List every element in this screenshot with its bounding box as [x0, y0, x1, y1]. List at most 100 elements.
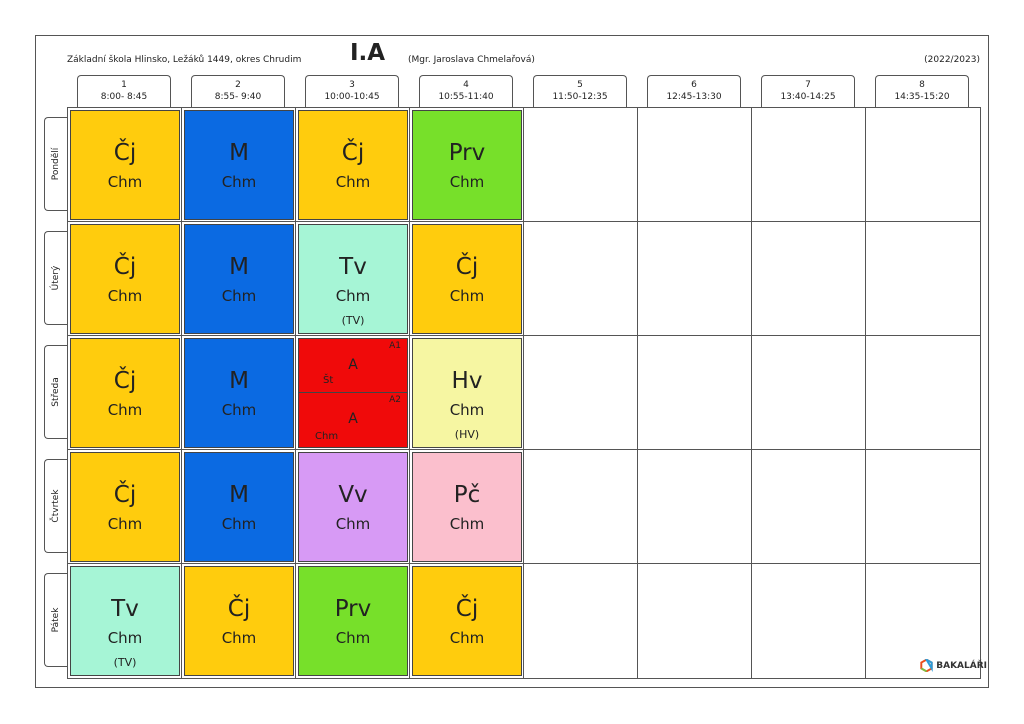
timetable-cell: [752, 450, 866, 564]
lesson-card[interactable]: Tv Chm (TV): [70, 566, 180, 676]
period-number: 7: [805, 80, 811, 90]
lesson-subject: Tv: [339, 254, 367, 280]
lesson-card[interactable]: Čj Chm: [184, 566, 294, 676]
bakalari-brand: BAKALÁŘI: [920, 659, 987, 672]
timetable-cell: [524, 222, 638, 336]
lesson-subject: Čj: [113, 254, 137, 280]
period-tab-5: 5 11:50-12:35: [533, 75, 627, 108]
timetable-cell: [410, 450, 524, 564]
period-tab-3: 3 10:00-10:45: [305, 75, 399, 108]
day-tab: Pondělí: [44, 117, 67, 211]
timetable-cell: [866, 108, 980, 222]
lesson-card[interactable]: Pč Chm: [412, 452, 522, 562]
timetable-cell: [410, 108, 524, 222]
day-label: Pondělí: [51, 147, 61, 181]
period-number: 6: [691, 80, 697, 90]
period-number: 1: [121, 80, 127, 90]
lesson-teacher: Št: [323, 375, 334, 386]
period-time: 10:55-11:40: [438, 92, 494, 102]
lesson-subject: Pč: [453, 482, 481, 508]
lesson-room: (TV): [113, 656, 137, 669]
lesson-subject: Čj: [341, 140, 365, 166]
timetable-cell: [410, 336, 524, 450]
timetable-cell: [638, 108, 752, 222]
lesson-card[interactable]: Čj Chm: [412, 566, 522, 676]
lesson-card[interactable]: Čj Chm: [70, 224, 180, 334]
lesson-card[interactable]: Hv Chm (HV): [412, 338, 522, 448]
lesson-subject: M: [229, 254, 249, 280]
lesson-card[interactable]: M Chm: [184, 110, 294, 220]
lesson-card[interactable]: Čj Chm: [298, 110, 408, 220]
lesson-card[interactable]: Tv Chm (TV): [298, 224, 408, 334]
period-time: 11:50-12:35: [552, 92, 608, 102]
class-name: I.A: [350, 40, 386, 66]
group-lesson[interactable]: A2 A Chm: [299, 393, 407, 447]
group-label: A2: [389, 395, 401, 405]
lesson-teacher: Chm: [221, 629, 257, 647]
lesson-room: (HV): [454, 428, 480, 441]
lesson-card[interactable]: Prv Chm: [412, 110, 522, 220]
period-number: 8: [919, 80, 925, 90]
timetable-cell: [638, 222, 752, 336]
period-number: 5: [577, 80, 583, 90]
class-teacher: (Mgr. Jaroslava Chmelařová): [408, 55, 535, 65]
timetable-cell: [182, 564, 296, 678]
period-time: 10:00-10:45: [324, 92, 380, 102]
lesson-subject: Čj: [227, 596, 251, 622]
timetable-cell: [410, 222, 524, 336]
lesson-teacher: Chm: [449, 173, 485, 191]
day-tab: Čtvrtek: [44, 459, 67, 553]
split-lesson-card[interactable]: A1 A Št A2 A Chm: [298, 338, 408, 448]
lesson-subject: Prv: [334, 596, 372, 622]
lesson-card[interactable]: M Chm: [184, 452, 294, 562]
lesson-card[interactable]: Vv Chm: [298, 452, 408, 562]
lesson-card[interactable]: Čj Chm: [412, 224, 522, 334]
timetable-frame: [35, 35, 989, 688]
school-year: (2022/2023): [924, 55, 980, 65]
timetable-cell: [68, 222, 182, 336]
lesson-card[interactable]: M Chm: [184, 224, 294, 334]
timetable-cell: [182, 450, 296, 564]
timetable-cell: [638, 450, 752, 564]
lesson-teacher: Chm: [335, 629, 371, 647]
lesson-teacher: Chm: [335, 173, 371, 191]
timetable-cell: [182, 108, 296, 222]
timetable-cell: [296, 108, 410, 222]
day-label: Čtvrtek: [51, 489, 61, 523]
lesson-teacher: Chm: [107, 173, 143, 191]
lesson-card[interactable]: Prv Chm: [298, 566, 408, 676]
lesson-teacher: Chm: [107, 515, 143, 533]
timetable-cell: [638, 336, 752, 450]
lesson-subject: Čj: [455, 254, 479, 280]
period-time: 13:40-14:25: [780, 92, 836, 102]
timetable-cell: [752, 108, 866, 222]
lesson-teacher: Chm: [221, 401, 257, 419]
lesson-teacher: Chm: [221, 515, 257, 533]
group-lesson[interactable]: A1 A Št: [299, 339, 407, 393]
period-tab-7: 7 13:40-14:25: [761, 75, 855, 108]
lesson-card[interactable]: Čj Chm: [70, 110, 180, 220]
day-tab: Pátek: [44, 573, 67, 667]
lesson-card[interactable]: M Chm: [184, 338, 294, 448]
lesson-subject: Čj: [455, 596, 479, 622]
period-time: 8:55- 9:40: [214, 92, 262, 102]
period-time: 14:35-15:20: [894, 92, 950, 102]
timetable-cell: [524, 450, 638, 564]
lesson-subject: Čj: [113, 482, 137, 508]
lesson-teacher: Chm: [221, 173, 257, 191]
period-tab-4: 4 10:55-11:40: [419, 75, 513, 108]
period-number: 3: [349, 80, 355, 90]
brand-name: BAKALÁŘI: [936, 660, 987, 671]
lesson-subject: Hv: [451, 368, 483, 394]
timetable-cell: [182, 336, 296, 450]
period-tab-8: 8 14:35-15:20: [875, 75, 969, 108]
timetable-cell: [524, 336, 638, 450]
lesson-card[interactable]: Čj Chm: [70, 452, 180, 562]
lesson-card[interactable]: Čj Chm: [70, 338, 180, 448]
lesson-teacher: Chm: [107, 629, 143, 647]
day-label: Pátek: [51, 607, 61, 633]
group-label: A1: [389, 341, 401, 351]
day-tab: Úterý: [44, 231, 67, 325]
timetable-cell: [68, 450, 182, 564]
day-label: Středa: [51, 377, 61, 407]
